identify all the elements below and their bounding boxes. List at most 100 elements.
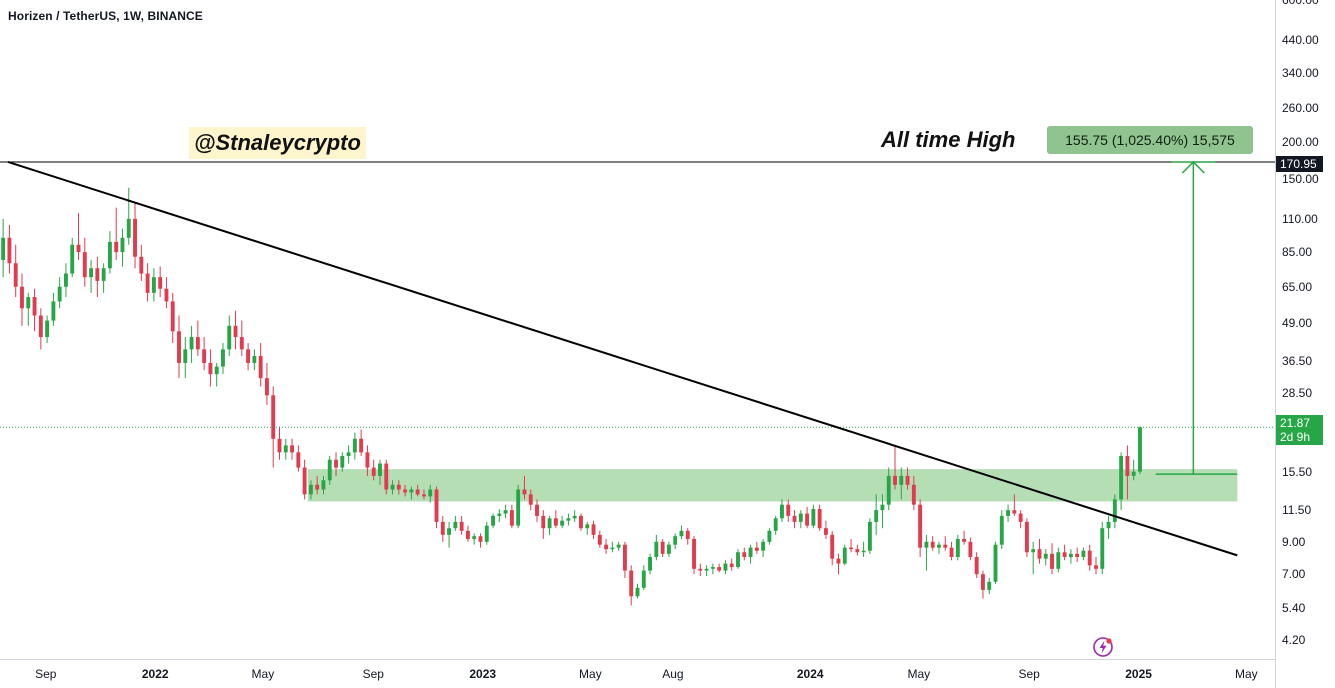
candle-body	[252, 355, 257, 363]
candle-body	[886, 475, 891, 505]
y-tick-label: 49.00	[1282, 316, 1313, 331]
candle-body	[949, 547, 954, 557]
candle-body	[918, 504, 923, 548]
candle-body	[1068, 553, 1073, 557]
candle-body	[20, 286, 24, 309]
candle-body	[340, 456, 345, 468]
candle-body	[654, 541, 659, 557]
candle-body	[937, 544, 941, 548]
candle-body	[26, 297, 31, 309]
candle-body	[1037, 549, 1042, 559]
y-tick-label: 28.50	[1282, 386, 1313, 401]
candle-body	[271, 395, 276, 439]
candle-body	[516, 489, 521, 526]
candle-body	[905, 475, 910, 485]
candle-body	[710, 567, 715, 569]
candle-body	[849, 547, 853, 550]
candle-body	[195, 337, 200, 350]
candle-body	[101, 268, 106, 281]
candle-body	[1075, 553, 1080, 557]
candle-body	[1138, 427, 1142, 472]
y-tick-label: 4.20	[1282, 633, 1306, 648]
candle-body	[239, 337, 244, 350]
y-tick-label: 36.50	[1282, 354, 1313, 369]
candle-body	[767, 530, 772, 542]
candle-body	[980, 574, 985, 590]
candle-body	[861, 550, 866, 553]
candle-body	[1081, 550, 1086, 557]
candle-body	[378, 463, 382, 476]
candle-body	[553, 518, 558, 526]
candle-body	[177, 331, 181, 363]
candle-body	[76, 244, 81, 253]
y-tick-label: 110.00	[1282, 211, 1318, 226]
watermark-label: @Stnaleycrypto	[189, 127, 366, 159]
candle-body	[597, 534, 602, 545]
candle-body	[579, 515, 583, 529]
candle-body	[660, 541, 665, 554]
x-tick-label: 2024	[796, 667, 824, 681]
x-tick-label: 2025	[1125, 667, 1152, 681]
candle-body	[38, 315, 43, 338]
candle-body	[202, 349, 207, 363]
candle-body	[70, 244, 75, 274]
lightning-icon[interactable]	[1092, 636, 1114, 658]
candle-body	[729, 563, 734, 568]
candle-body	[974, 556, 979, 575]
candle-body	[962, 538, 967, 542]
candle-body	[139, 256, 144, 274]
candle-body	[560, 520, 565, 526]
candle-body	[522, 489, 527, 495]
candle-body	[277, 438, 282, 453]
candle-body	[403, 489, 408, 493]
candle-body	[365, 452, 370, 468]
support-zone	[307, 469, 1238, 502]
x-tick-label: Sep	[362, 667, 384, 681]
candle-body	[183, 349, 188, 363]
candle-body	[145, 273, 150, 293]
candle-body	[1119, 456, 1124, 500]
candle-body	[666, 544, 671, 554]
measure-label[interactable]: 155.75 (1,025.40%) 15,575	[1047, 126, 1253, 154]
y-tick-label: 9.00	[1282, 534, 1306, 549]
candle-body	[842, 547, 847, 564]
candle-body	[371, 467, 376, 476]
candle-body	[1012, 510, 1017, 514]
candle-body	[943, 544, 948, 548]
y-tick-label: 7.00	[1282, 567, 1306, 582]
candle-body	[434, 489, 439, 522]
candle-body	[723, 563, 728, 571]
candle-body	[585, 524, 590, 529]
candle-body	[685, 530, 690, 539]
x-tick-label: 2022	[141, 667, 169, 681]
y-tick-label: 340.00	[1282, 66, 1319, 81]
candle-body	[786, 504, 791, 516]
candle-body	[214, 366, 219, 375]
candle-body	[692, 538, 696, 569]
candle-body	[616, 544, 621, 548]
candle-body	[874, 510, 879, 522]
candle-body	[547, 518, 552, 529]
candle-body	[290, 445, 295, 453]
candle-body	[221, 349, 225, 367]
candle-body	[528, 494, 533, 505]
candle-body	[283, 445, 288, 453]
x-tick-label: Aug	[662, 667, 684, 681]
x-tick-label: Sep	[35, 667, 57, 681]
y-tick-label: 600.00	[1282, 0, 1319, 7]
x-tick-label: May	[251, 667, 275, 681]
candle-body	[227, 325, 232, 350]
candle-body	[811, 509, 816, 526]
candle-body	[1024, 521, 1029, 553]
x-tick-label: May	[1234, 667, 1258, 681]
candle-body	[1056, 552, 1061, 569]
candle-body	[208, 362, 213, 375]
last-price-badge: 21.87 2d 9h	[1276, 415, 1323, 445]
candle-body	[503, 510, 508, 514]
candle-body	[968, 541, 973, 557]
candle-body	[1094, 565, 1098, 569]
candle-body	[1087, 550, 1092, 566]
x-tick-label: Sep	[1018, 667, 1040, 681]
